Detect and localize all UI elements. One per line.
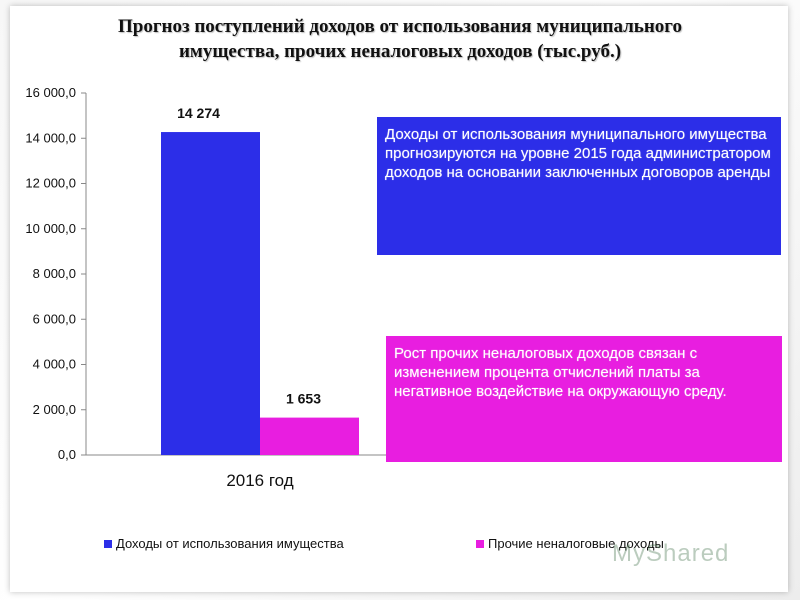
callout-pink-text: Рост прочих неналоговых доходов связан с… xyxy=(394,345,727,400)
y-tick-label: 14 000,0 xyxy=(25,130,76,145)
info-callout-pink: Рост прочих неналоговых доходов связан с… xyxy=(386,336,782,462)
y-tick-label: 4 000,0 xyxy=(33,357,76,372)
page-title: Прогноз поступлений доходов от использов… xyxy=(30,14,770,64)
x-category-label: 2016 год xyxy=(226,471,293,490)
y-tick-label: 2 000,0 xyxy=(33,402,76,417)
y-tick-label: 10 000,0 xyxy=(25,221,76,236)
bar-series-1 xyxy=(161,132,260,455)
legend-label-series-2: Прочие неналоговые доходы xyxy=(488,536,664,551)
chart-legend: Доходы от использования имущества Прочие… xyxy=(0,536,800,556)
y-tick-label: 16 000,0 xyxy=(25,85,76,100)
title-line-1: Прогноз поступлений доходов от использов… xyxy=(118,16,682,37)
watermark-logo: MyShared xyxy=(612,540,730,567)
y-tick-label: 8 000,0 xyxy=(33,266,76,281)
y-tick-label: 0,0 xyxy=(58,447,76,462)
y-tick-label: 6 000,0 xyxy=(33,311,76,326)
data-label-series-1: 14 274 xyxy=(177,105,220,121)
info-callout-blue: Доходы от использования муниципального и… xyxy=(377,117,781,255)
slide-frame xyxy=(10,6,788,592)
data-label-series-2: 1 653 xyxy=(286,391,321,407)
bar-series-2 xyxy=(260,417,359,455)
legend-item-series-1: Доходы от использования имущества xyxy=(104,536,344,551)
legend-swatch-series-1 xyxy=(104,539,112,548)
title-line-2: имущества, прочих неналоговых доходов (т… xyxy=(178,41,622,62)
legend-item-series-2: Прочие неналоговые доходы xyxy=(476,536,664,551)
callout-blue-text: Доходы от использования муниципального и… xyxy=(385,126,771,181)
y-tick-label: 12 000,0 xyxy=(25,176,76,191)
legend-swatch-series-2 xyxy=(476,539,484,548)
legend-label-series-1: Доходы от использования имущества xyxy=(116,536,344,551)
